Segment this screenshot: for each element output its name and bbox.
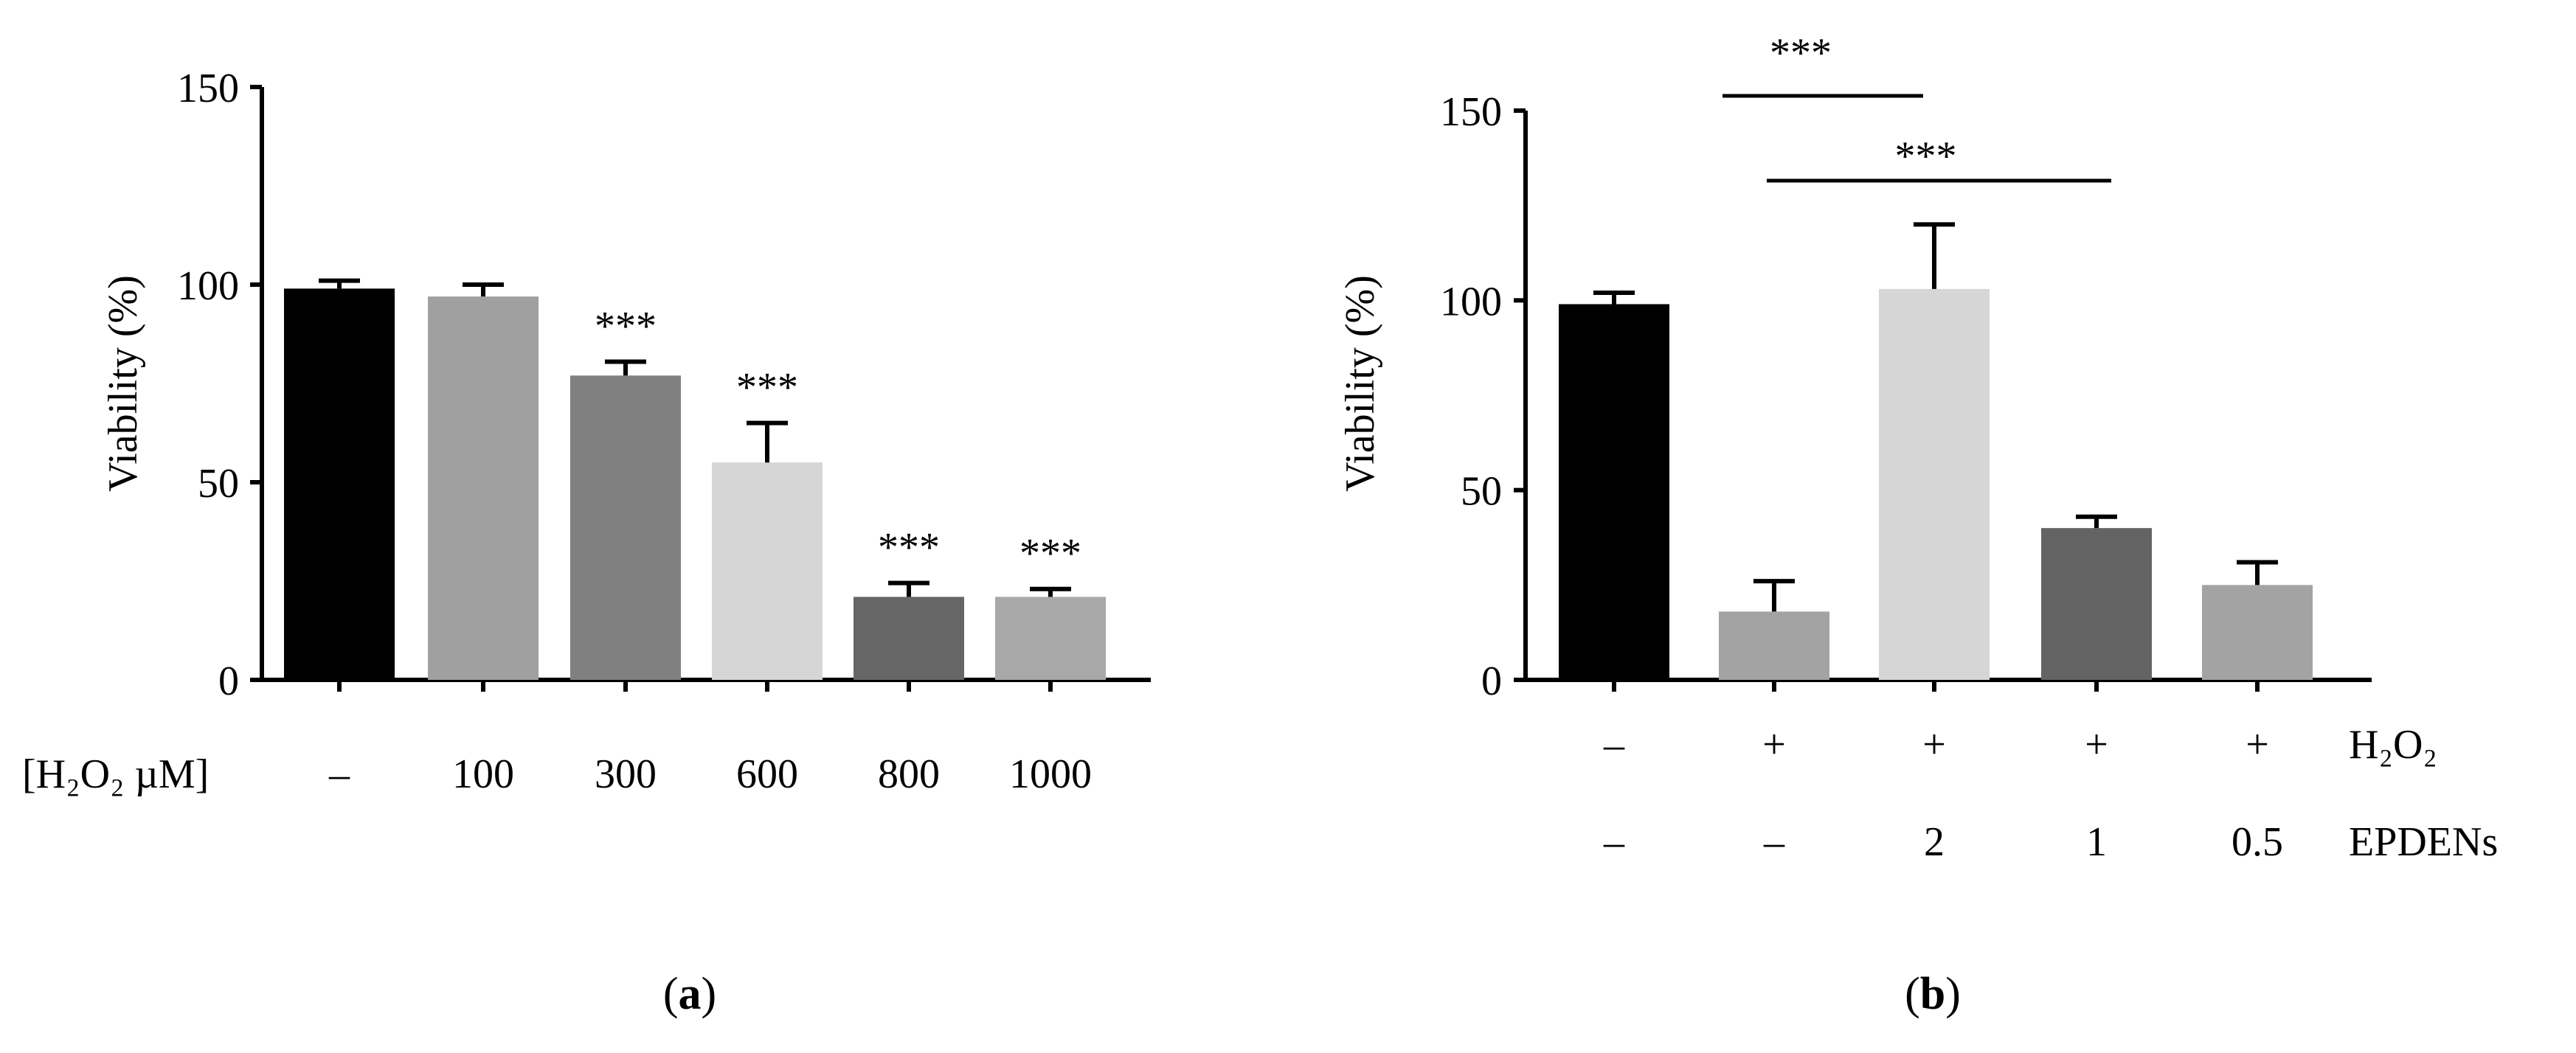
panel-a-category-label: 100 (452, 751, 514, 797)
panel-a-category-label: – (328, 751, 350, 797)
panel-a-category-label: 300 (595, 751, 657, 797)
panel-a-bar (284, 288, 395, 680)
panel-a-bar (570, 375, 681, 680)
panel-a-ytick-label: 50 (198, 461, 239, 507)
panel-b-condition-value: + (2246, 722, 2269, 768)
panel-b-significance-label: *** (1895, 133, 1957, 179)
panel-a-y-axis-label: Viability (%) (100, 275, 146, 492)
panel-b-condition-value: 2 (1924, 819, 1945, 865)
panel-a-category-label: 1000 (1009, 751, 1092, 797)
panel-a-ytick-label: 0 (218, 658, 239, 704)
panel-b-chart: Viability (%) 0 50 100 150 *** *** – + + + + H₂O₂… (1337, 30, 2498, 1019)
panel-b-bar (2041, 528, 2152, 680)
panel-b-y-axis-label: Viability (%) (1337, 275, 1383, 492)
panel-a-letter: a (679, 969, 702, 1019)
panel-b-condition-value: – (1603, 819, 1625, 865)
panel-b-condition-value: + (1762, 722, 1786, 768)
panel-a-significance-label: *** (736, 365, 798, 411)
panel-a-chart: Viability (%) [H₂O₂ µM] 0 50 100 150 – 100 **… (22, 66, 1151, 1019)
panel-a-bar (428, 296, 539, 681)
panel-b-ytick-label: 0 (1481, 658, 1502, 704)
panel-a-bar (712, 462, 823, 680)
panel-a-row-label: [H₂O₂ µM] (22, 751, 209, 797)
panel-b-condition-row-label: EPDENs (2349, 819, 2498, 865)
panel-b-bar (1559, 304, 1669, 680)
panel-b-bar (1879, 288, 1990, 681)
panel-a-bar (854, 597, 964, 680)
panel-a-bar (995, 597, 1106, 680)
panel-b-condition-value: 1 (2086, 819, 2107, 865)
panel-b-ytick-label: 100 (1440, 279, 1502, 324)
panel-a-category-label: 800 (878, 751, 940, 797)
panel-b-condition-value: + (2085, 722, 2108, 768)
panel-b-label: (b) (1905, 969, 1961, 1019)
panel-b-condition-row-label: H₂O₂ (2349, 722, 2437, 768)
panel-b-ytick-label: 50 (1461, 469, 1502, 515)
panel-a-significance-label: *** (595, 304, 657, 350)
panel-b-letter: b (1920, 969, 1945, 1019)
panel-a-significance-label: *** (1019, 531, 1081, 577)
panel-b-bar (1719, 611, 1829, 680)
panel-a-label: (a) (663, 969, 716, 1019)
panel-a-category-label: 600 (736, 751, 798, 797)
panel-b-condition-value: + (1922, 722, 1946, 768)
panel-b-ytick-label: 150 (1440, 89, 1502, 135)
panel-b-significance-label: *** (1770, 30, 1832, 76)
panel-b-condition-value: – (1763, 819, 1785, 865)
panel-b-condition-value: 0.5 (2232, 819, 2283, 865)
panel-b-condition-value: – (1603, 722, 1625, 768)
panel-a-ytick-label: 100 (177, 263, 239, 309)
panel-a-ytick-label: 150 (177, 66, 239, 111)
panel-b-bar (2202, 585, 2313, 680)
panel-a-significance-label: *** (878, 525, 940, 571)
